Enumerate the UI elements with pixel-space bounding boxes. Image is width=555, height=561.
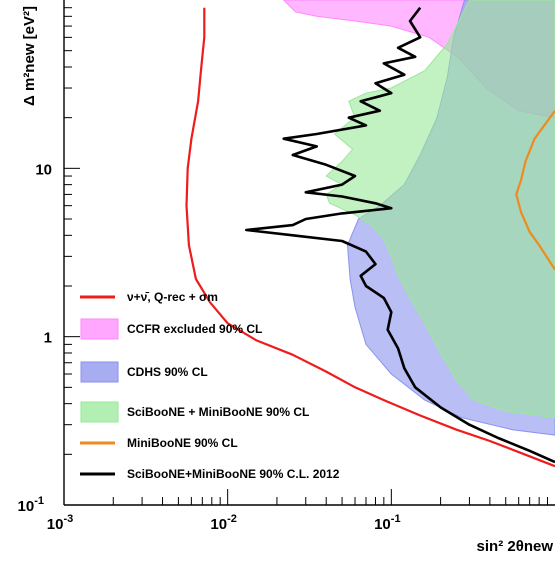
- curve-sciboone-miniboone-90-c-l-2012: [245, 6, 555, 464]
- legend-label: MiniBooNE 90% CL: [127, 436, 238, 450]
- axes: 10-3 10-2 10-1 10-1 1 10 sin² 2θnew Δ m²new [eV…: [18, 0, 555, 555]
- legend-swatch: [80, 318, 119, 340]
- legend-label: SciBooNE + MiniBooNE 90% CL: [127, 405, 309, 419]
- x-tick-label: 10-1: [374, 513, 400, 533]
- curve-miniboone-90-cl: [515, 110, 555, 271]
- legend-label: ν+ν̄, Q-rec + σm: [127, 290, 218, 304]
- y-axis-title: Δ m²new [eV²]: [21, 6, 38, 106]
- legend-label: SciBooNE+MiniBooNE 90% C.L. 2012: [127, 467, 340, 481]
- x-axis-title: sin² 2θnew: [477, 538, 554, 555]
- x-tick-label: 10-3: [47, 513, 73, 533]
- x-tick-label: 10-2: [210, 513, 236, 533]
- legend-label: CDHS 90% CL: [127, 365, 208, 379]
- region-sciboone-miniboone-90-cl: [325, 0, 555, 419]
- legend: ν+ν̄, Q-rec + σm CCFR excluded 90% CL CDHS…: [80, 290, 340, 481]
- line-layer: [185, 6, 555, 468]
- y-tick-label: 10-1: [18, 495, 44, 515]
- y-tick-label: 10: [35, 161, 52, 178]
- legend-swatch: [80, 361, 119, 383]
- region-layer: [282, 0, 555, 436]
- legend-label: CCFR excluded 90% CL: [127, 322, 262, 336]
- curve-q-rec-m: [185, 7, 555, 468]
- legend-swatch: [80, 401, 119, 423]
- y-tick-label: 1: [44, 330, 52, 347]
